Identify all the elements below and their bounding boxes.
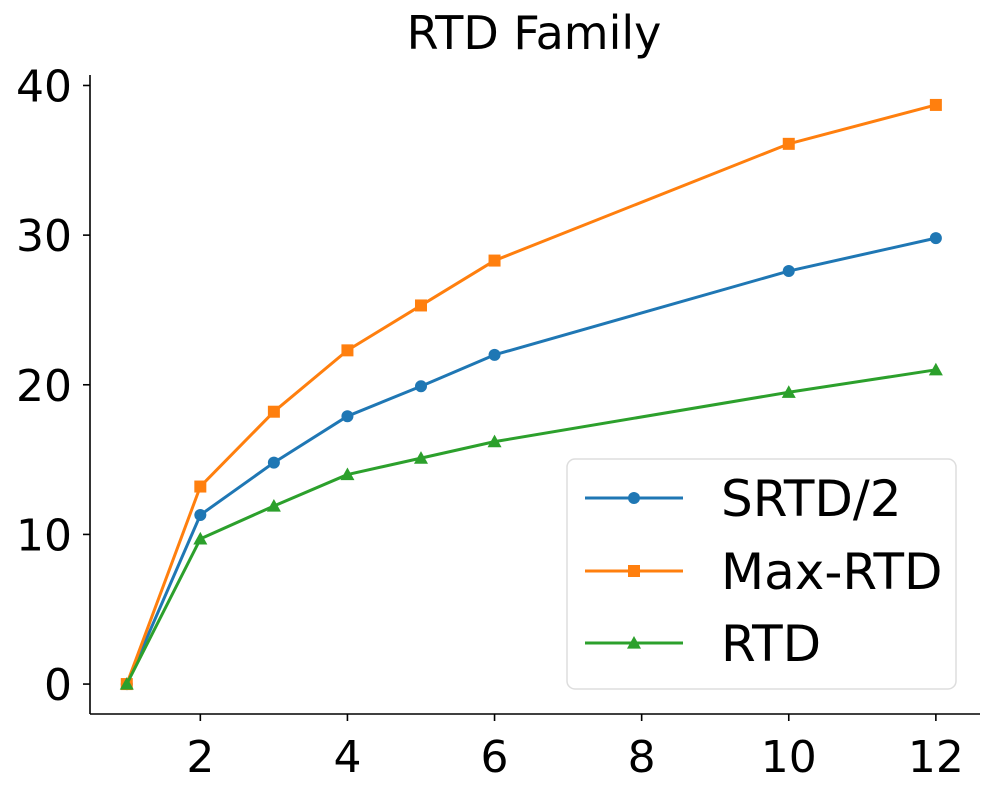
y-tick-label: 20 — [16, 361, 72, 412]
legend-label: RTD — [721, 615, 821, 673]
y-tick-label: 40 — [16, 61, 72, 112]
data-point — [413, 451, 428, 464]
series-layer — [119, 98, 943, 691]
data-point — [487, 434, 502, 448]
triangle-marker — [627, 636, 641, 649]
x-tick-label: 2 — [186, 732, 214, 783]
chart-title: RTD Family — [407, 6, 662, 60]
series-rtd — [119, 362, 943, 690]
legend-label: Max-RTD — [721, 543, 943, 601]
data-point — [341, 410, 354, 423]
data-point — [414, 299, 427, 312]
x-tick-label: 6 — [481, 732, 509, 783]
data-point — [488, 254, 501, 267]
square-marker — [628, 565, 640, 577]
legend-item: RTD — [585, 615, 821, 673]
data-point — [488, 348, 501, 361]
data-point — [341, 344, 354, 357]
axes: 2 4 6 8 10 12 0 10 20 30 40 — [16, 61, 980, 783]
y-tick-label: 0 — [44, 660, 72, 711]
data-point — [267, 456, 280, 469]
legend-label: SRTD/2 — [721, 470, 902, 528]
data-point — [929, 98, 942, 111]
data-point — [782, 137, 795, 150]
legend: SRTD/2 Max-RTD RTD — [566, 458, 957, 690]
data-point — [340, 467, 355, 481]
data-point — [194, 508, 207, 521]
legend-item: SRTD/2 — [585, 470, 902, 528]
legend-item: Max-RTD — [585, 543, 943, 601]
x-tick-label: 4 — [333, 732, 361, 783]
legend-box — [566, 458, 957, 690]
x-tick-label: 12 — [908, 732, 964, 783]
x-tick-label: 8 — [628, 732, 656, 783]
data-point — [194, 480, 207, 493]
series-line — [125, 236, 937, 685]
circle-marker — [628, 492, 640, 504]
data-point — [929, 232, 942, 245]
y-tick-label: 10 — [16, 510, 72, 561]
y-tick-label: 30 — [16, 211, 72, 262]
data-point — [267, 405, 280, 418]
data-point — [193, 531, 208, 545]
data-point — [119, 677, 134, 690]
series-line — [125, 103, 937, 685]
data-point — [414, 380, 427, 393]
x-tick-label: 10 — [761, 732, 817, 783]
data-point — [782, 265, 795, 278]
series-line — [125, 368, 937, 685]
data-point — [781, 385, 796, 398]
data-point — [928, 362, 943, 376]
series-max-rtd — [120, 98, 942, 691]
data-point — [266, 498, 281, 512]
